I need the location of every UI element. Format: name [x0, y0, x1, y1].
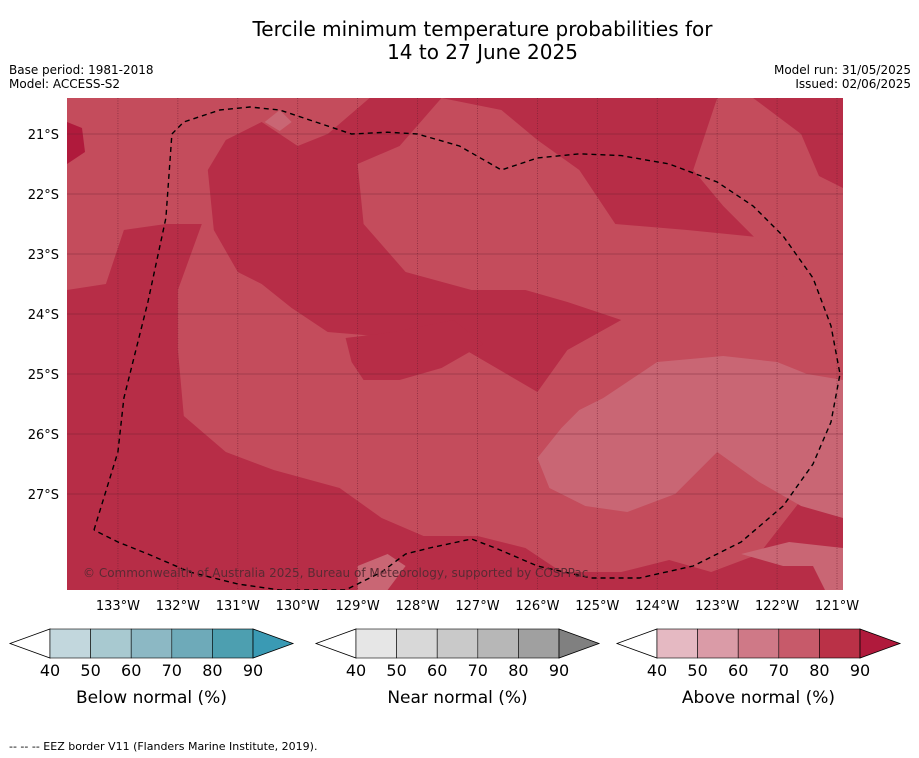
colorbar-2-segment-4	[819, 628, 861, 659]
colorbar-1-segment-3	[477, 628, 519, 659]
meta-right: Model run: 31/05/2025 Issued: 02/06/2025	[774, 63, 911, 91]
colorbar-2-tick-0: 40	[647, 661, 667, 680]
colorbar-0-tick-0: 40	[40, 661, 60, 680]
y-tick-label-6: 27°S	[28, 488, 59, 503]
colorbar-0-tick-1: 50	[80, 661, 100, 680]
contour-region-5	[264, 110, 292, 131]
colorbar-0-tick-4: 80	[202, 661, 222, 680]
x-tick-label-2: 131°W	[216, 599, 260, 614]
colorbar-0-extend-high	[252, 628, 295, 659]
probability-map: © Commonwealth of Australia 2025, Bureau…	[8, 98, 902, 708]
y-tick-label-1: 22°S	[28, 188, 59, 203]
y-tick-label-4: 25°S	[28, 368, 59, 383]
colorbar-1: 40 50 60 70 80 90 Near normal (%)	[314, 628, 601, 708]
colorbar-2-extend-high	[859, 628, 902, 659]
colorbar-0: 40 50 60 70 80 90 Below normal (%)	[8, 628, 295, 708]
colorbar-2-tick-4: 80	[809, 661, 829, 680]
y-tick-label-2: 23°S	[28, 248, 59, 263]
colorbar-0-segment-4	[212, 628, 254, 659]
colorbar-1-segment-4	[518, 628, 560, 659]
y-tick-label-5: 26°S	[28, 428, 59, 443]
contour-region-2	[537, 356, 843, 518]
x-tick-label-10: 123°W	[695, 599, 739, 614]
x-tick-label-12: 121°W	[815, 599, 859, 614]
colorbar-2-tick-3: 70	[769, 661, 789, 680]
contour-region-7	[67, 122, 85, 164]
colorbar-1-tick-4: 80	[508, 661, 528, 680]
x-tick-label-3: 130°W	[276, 599, 320, 614]
x-tick-label-5: 128°W	[395, 599, 439, 614]
x-tick-label-11: 122°W	[755, 599, 799, 614]
colorbar-2-tick-5: 90	[850, 661, 870, 680]
colorbar-1-extend-low	[314, 628, 357, 659]
eez-border-line	[93, 106, 841, 590]
model-run: Model run: 31/05/2025	[773, 63, 911, 77]
colorbar-0-segment-0	[49, 628, 91, 659]
colorbar-0-segment-1	[90, 628, 132, 659]
x-tick-label-7: 126°W	[515, 599, 559, 614]
colorbar-2-segment-2	[737, 628, 780, 659]
x-tick-label-0: 133°W	[96, 599, 140, 614]
x-tick-label-6: 127°W	[455, 599, 499, 614]
colorbar-0-tick-2: 60	[121, 661, 141, 680]
colorbar-1-label: Near normal (%)	[387, 688, 527, 708]
colorbar-1-segment-0	[355, 628, 397, 659]
y-tick-label-0: 21°S	[28, 128, 59, 143]
colorbar-0-segment-3	[171, 628, 213, 659]
colorbar-0-tick-5: 90	[243, 661, 263, 680]
contour-layer	[67, 98, 843, 590]
colorbar-0-label: Below normal (%)	[76, 688, 227, 708]
issued-date: Issued: 02/06/2025	[795, 77, 911, 91]
colorbar-2-tick-1: 50	[687, 661, 707, 680]
colorbar-1-tick-3: 70	[468, 661, 488, 680]
x-tick-label-1: 132°W	[156, 599, 200, 614]
colorbar-1-tick-5: 90	[549, 661, 569, 680]
chart-title: Tercile minimum temperature probabilitie…	[0, 18, 919, 64]
colorbar-2-segment-0	[656, 628, 698, 659]
contour-region-1	[693, 98, 843, 284]
contour-region-6	[345, 320, 484, 380]
colorbar-2: 40 50 60 70 80 90 Above normal (%)	[615, 628, 902, 708]
model-name: Model: ACCESS-S2	[9, 77, 121, 91]
colorbar-2-segment-3	[778, 628, 820, 659]
colorbar-2-extend-low	[615, 628, 658, 659]
meta-left: Base period: 1981-2018 Model: ACCESS-S2	[9, 63, 154, 91]
base-period: Base period: 1981-2018	[9, 63, 154, 77]
colorbar-1-tick-2: 60	[427, 661, 447, 680]
colorbar-1-segment-1	[396, 628, 438, 659]
colorbar-0-extend-low	[8, 628, 51, 659]
colorbar-2-segment-1	[697, 628, 739, 659]
colorbar-2-tick-2: 60	[728, 661, 748, 680]
colorbar-1-segment-2	[436, 628, 479, 659]
colorbar-1-extend-high	[558, 628, 601, 659]
copyright-text: © Commonwealth of Australia 2025, Bureau…	[83, 566, 588, 580]
y-tick-label-3: 24°S	[28, 308, 59, 323]
eez-footer: -- -- -- EEZ border V11 (Flanders Marine…	[9, 740, 318, 753]
colorbar-0-tick-3: 70	[162, 661, 182, 680]
colorbar-0-segment-2	[130, 628, 173, 659]
contour-region-4	[741, 542, 843, 590]
x-tick-label-4: 129°W	[336, 599, 380, 614]
grid-lines	[67, 98, 843, 590]
title-line-1: Tercile minimum temperature probabilitie…	[252, 17, 713, 41]
colorbar-1-tick-1: 50	[386, 661, 406, 680]
x-tick-label-9: 124°W	[635, 599, 679, 614]
colorbar-2-label: Above normal (%)	[682, 688, 835, 708]
colorbar-1-tick-0: 40	[346, 661, 366, 680]
title-line-2: 14 to 27 June 2025	[387, 40, 578, 64]
x-tick-label-8: 125°W	[575, 599, 619, 614]
